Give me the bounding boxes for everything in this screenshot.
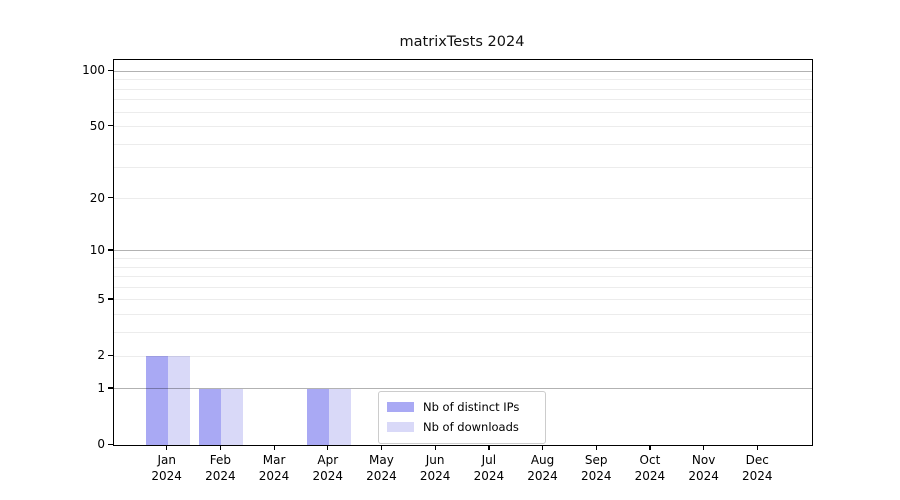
x-tick-mark <box>649 445 651 450</box>
x-tick-month: Nov <box>691 453 716 467</box>
minor-gridline <box>114 166 812 168</box>
legend-item-downloads: Nb of downloads <box>387 417 537 437</box>
bar-jan-downloads <box>167 356 190 445</box>
x-tick-label: Jun 2024 <box>400 453 470 484</box>
major-gridline <box>114 250 812 252</box>
y-tick-label: 5 <box>97 291 105 306</box>
y-tick-mark <box>108 69 113 72</box>
x-tick-year: 2024 <box>688 468 719 483</box>
minor-gridline <box>114 332 812 334</box>
y-tick-label: 100 <box>82 63 105 78</box>
minor-gridline <box>114 266 812 268</box>
x-tick-mark <box>488 445 490 450</box>
minor-gridline <box>114 258 812 260</box>
x-tick-year: 2024 <box>634 468 666 483</box>
x-tick-month: Dec <box>745 453 769 467</box>
x-tick-label: Sep 2024 <box>561 453 631 484</box>
bar-feb-distinct-ips <box>199 388 222 445</box>
minor-gridline <box>114 111 812 113</box>
minor-gridline <box>114 286 812 288</box>
x-tick-mark <box>166 445 168 450</box>
x-tick-month: Jan <box>157 453 176 467</box>
bar-apr-distinct-ips <box>306 388 329 445</box>
y-tick-mark <box>108 443 113 445</box>
x-tick-mark <box>756 445 758 450</box>
x-tick-label: Feb 2024 <box>185 453 255 484</box>
x-tick-mark <box>703 445 705 450</box>
minor-gridline <box>114 299 812 301</box>
major-gridline <box>114 388 812 390</box>
x-tick-month: Mar <box>262 453 286 467</box>
y-tick-label: 0 <box>97 437 105 451</box>
minor-gridline <box>114 126 812 128</box>
x-tick-mark <box>542 445 544 450</box>
y-tick-mark <box>108 125 113 127</box>
x-tick-month: Oct <box>639 453 661 467</box>
y-tick-label: 50 <box>89 118 105 133</box>
x-tick-mark <box>219 445 222 450</box>
x-tick-label: Jan 2024 <box>132 453 202 484</box>
x-tick-mark <box>595 445 597 450</box>
x-tick-year: 2024 <box>419 468 451 483</box>
bar-apr-downloads <box>328 388 351 445</box>
bar-feb-downloads <box>221 388 244 445</box>
x-tick-year: 2024 <box>258 468 290 483</box>
x-tick-year: 2024 <box>312 468 344 483</box>
legend: Nb of distinct IPs Nb of downloads <box>378 391 546 444</box>
x-tick-year: 2024 <box>366 468 397 483</box>
minor-gridline <box>114 143 812 145</box>
minor-gridline <box>114 99 812 101</box>
y-tick-label: 20 <box>89 190 105 205</box>
x-tick-label: Jul 2024 <box>454 453 524 484</box>
y-tick-mark <box>108 249 113 251</box>
x-tick-mark <box>434 445 436 450</box>
x-tick-label: Dec 2024 <box>722 453 792 484</box>
y-tick-mark <box>108 354 113 356</box>
legend-item-distinct-ips: Nb of distinct IPs <box>387 397 537 417</box>
minor-gridline <box>114 355 812 357</box>
minor-gridline <box>114 198 812 200</box>
y-tick-label: 10 <box>89 242 105 257</box>
x-tick-year: 2024 <box>742 468 773 483</box>
x-tick-mark <box>380 445 383 450</box>
legend-swatch-distinct-ips <box>387 402 414 412</box>
x-tick-label: Aug 2024 <box>508 453 578 484</box>
minor-gridline <box>114 314 812 316</box>
y-tick-mark <box>108 298 113 300</box>
x-tick-month: Sep <box>584 453 608 467</box>
minor-gridline <box>114 276 812 278</box>
minor-gridline <box>114 88 812 90</box>
x-tick-year: 2024 <box>473 468 505 483</box>
x-tick-label: Mar 2024 <box>239 453 309 484</box>
x-tick-year: 2024 <box>527 468 558 483</box>
x-tick-year: 2024 <box>205 468 236 483</box>
x-tick-label: Nov 2024 <box>669 453 739 484</box>
x-tick-mark <box>327 445 329 450</box>
x-tick-label: Oct 2024 <box>615 453 685 484</box>
major-gridline <box>114 70 812 72</box>
x-tick-year: 2024 <box>580 468 612 483</box>
legend-label: Nb of downloads <box>423 420 519 434</box>
x-tick-month: Jun <box>425 453 445 467</box>
x-tick-month: May <box>369 453 394 467</box>
chart-title: matrixTests 2024 <box>399 34 525 50</box>
minor-gridline <box>114 79 812 81</box>
y-tick-mark <box>108 387 113 389</box>
x-tick-month: Jul <box>481 453 497 467</box>
x-tick-label: May 2024 <box>346 453 416 484</box>
legend-swatch-downloads <box>387 422 414 432</box>
x-tick-mark <box>273 445 275 450</box>
x-tick-month: Aug <box>530 453 555 467</box>
bar-jan-distinct-ips <box>145 356 168 445</box>
x-tick-month: Apr <box>317 453 339 467</box>
plot-area: Nb of distinct IPs Nb of downloads <box>113 59 813 446</box>
x-tick-year: 2024 <box>151 468 182 483</box>
x-tick-label: Apr 2024 <box>293 453 363 484</box>
y-tick-label: 1 <box>97 380 105 395</box>
y-tick-label: 2 <box>97 348 105 363</box>
legend-label: Nb of distinct IPs <box>423 400 520 414</box>
x-tick-month: Feb <box>209 453 231 467</box>
y-tick-mark <box>108 197 113 199</box>
